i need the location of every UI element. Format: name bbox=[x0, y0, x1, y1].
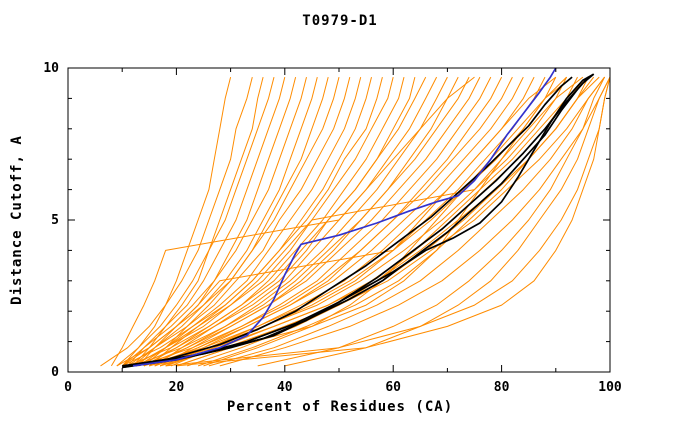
model-curve bbox=[122, 76, 573, 369]
model-curve bbox=[138, 76, 297, 367]
x-tick-label: 80 bbox=[494, 380, 510, 395]
model-curve bbox=[138, 76, 513, 367]
model-curve bbox=[121, 76, 383, 367]
model-curve bbox=[127, 76, 351, 367]
model-curve bbox=[121, 76, 557, 367]
tick-labels: 0 20 40 60 80 100 0 5 10 bbox=[43, 61, 622, 395]
y-tick-label: 5 bbox=[51, 213, 59, 228]
black-lines bbox=[122, 73, 595, 369]
model-curve bbox=[203, 76, 573, 367]
model-curve bbox=[176, 76, 611, 367]
model-curve bbox=[127, 76, 427, 367]
model-curve bbox=[121, 76, 232, 367]
model-curve bbox=[138, 76, 438, 367]
model-curve bbox=[132, 76, 584, 367]
model-curve bbox=[219, 76, 611, 367]
model-curve bbox=[143, 76, 481, 367]
x-tick-label: 60 bbox=[385, 380, 401, 395]
model-curve bbox=[143, 76, 329, 367]
model-curve bbox=[154, 76, 568, 367]
model-curve bbox=[122, 73, 595, 367]
x-tick-label: 20 bbox=[169, 380, 185, 395]
model-curve bbox=[208, 76, 605, 367]
model-curve bbox=[121, 76, 307, 367]
axes bbox=[67, 67, 611, 373]
model-curve bbox=[110, 76, 475, 367]
y-tick-label: 10 bbox=[43, 61, 59, 76]
model-curve bbox=[165, 76, 611, 367]
model-curve bbox=[197, 76, 600, 367]
x-tick-label: 0 bbox=[64, 380, 72, 395]
y-tick-label: 0 bbox=[51, 365, 59, 380]
x-tick-label: 40 bbox=[277, 380, 293, 395]
model-curve bbox=[138, 76, 362, 367]
model-curve bbox=[100, 76, 253, 367]
chart-title: T0979-D1 bbox=[302, 13, 378, 29]
model-curve bbox=[284, 76, 611, 367]
model-curve bbox=[132, 76, 264, 367]
model-curve bbox=[143, 76, 557, 367]
model-curve bbox=[132, 76, 470, 367]
x-axis-label: Percent of Residues (CA) bbox=[226, 399, 454, 415]
model-curve bbox=[127, 76, 286, 367]
model-curve bbox=[165, 76, 578, 367]
model-curve bbox=[257, 76, 606, 367]
model-curve bbox=[132, 67, 557, 367]
model-curve bbox=[132, 76, 394, 367]
x-tick-label: 100 bbox=[598, 380, 622, 395]
blue-line bbox=[132, 67, 557, 367]
model-curve bbox=[149, 76, 524, 367]
model-curve bbox=[116, 76, 275, 367]
